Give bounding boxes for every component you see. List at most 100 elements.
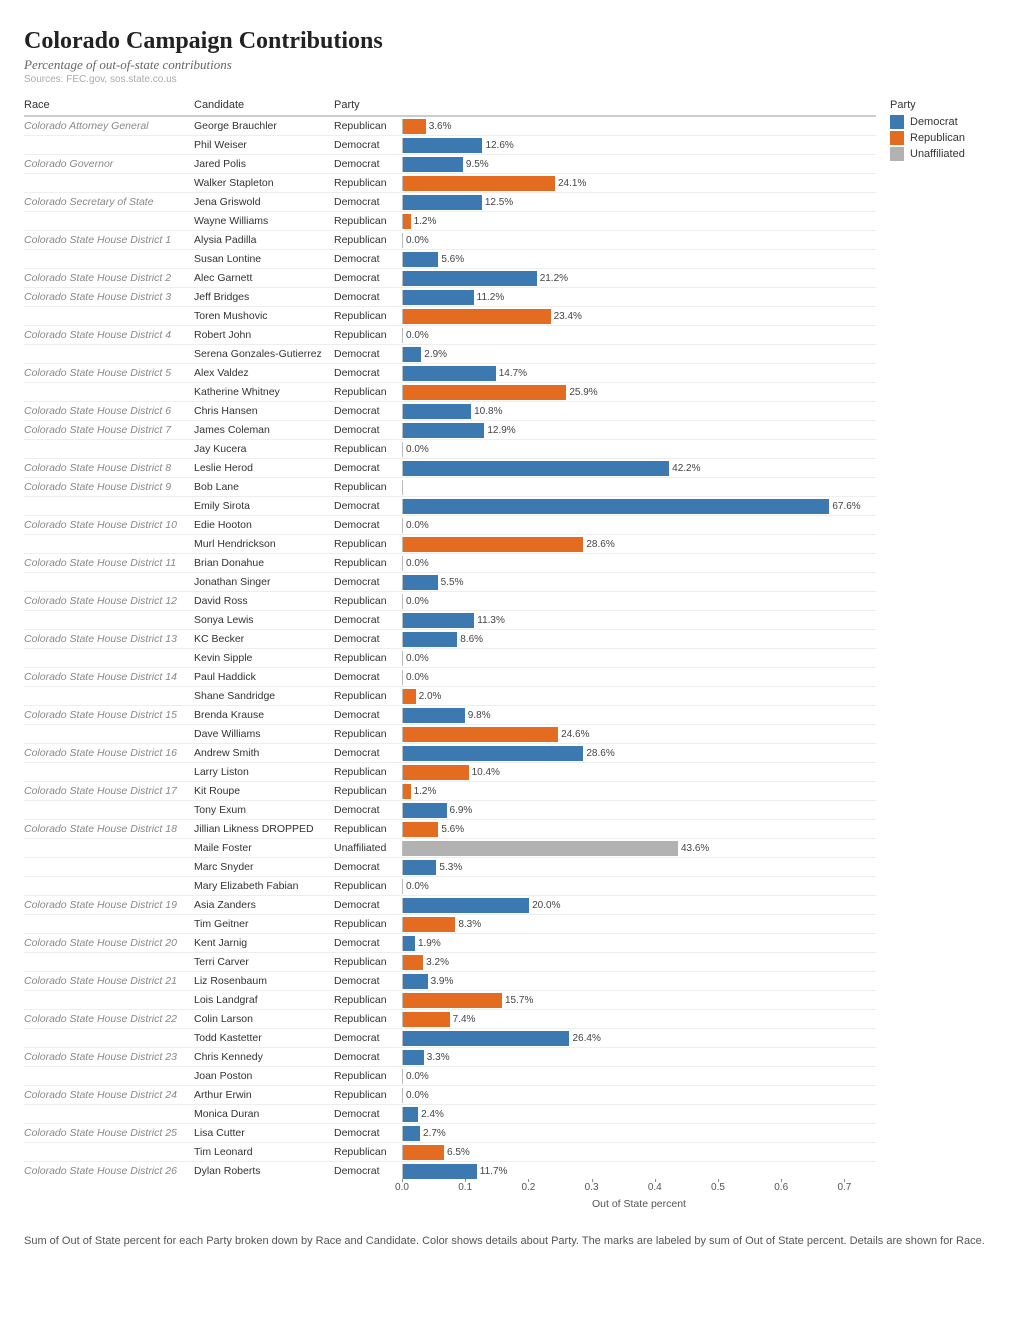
bar-value-label: 0.0% [403, 1069, 429, 1084]
table-row: Joan PostonRepublican0.0% [24, 1066, 876, 1085]
bar-value-label: 0.0% [403, 442, 429, 457]
bar-track: 0.0% [402, 670, 876, 685]
table-row: Colorado State House District 9Bob LaneR… [24, 477, 876, 496]
bar-value-label: 0.0% [403, 879, 429, 894]
header-party: Party [334, 99, 402, 111]
bar-value-label: 21.2% [537, 271, 568, 286]
bar-track: 21.2% [402, 271, 876, 286]
party-label: Republican [334, 956, 402, 968]
candidate-label: Edie Hooton [194, 519, 334, 531]
candidate-label: Lois Landgraf [194, 994, 334, 1006]
page-title: Colorado Campaign Contributions [24, 28, 996, 55]
bar-fill [403, 860, 436, 875]
legend-title: Party [890, 99, 996, 111]
table-row: Katherine WhitneyRepublican25.9% [24, 382, 876, 401]
bar-fill [403, 1012, 450, 1027]
table-row: Colorado State House District 8Leslie He… [24, 458, 876, 477]
bar-cell: 28.6% [402, 746, 876, 761]
party-label: Republican [334, 652, 402, 664]
candidate-label: Toren Mushovic [194, 310, 334, 322]
bar-value-label: 1.2% [411, 784, 437, 799]
bar-cell: 25.9% [402, 385, 876, 400]
legend-swatch [890, 131, 904, 145]
candidate-label: David Ross [194, 595, 334, 607]
race-label: Colorado State House District 11 [24, 557, 194, 569]
party-label: Republican [334, 386, 402, 398]
race-label: Colorado Governor [24, 158, 194, 170]
bar-cell: 8.3% [402, 917, 876, 932]
race-label: Colorado State House District 17 [24, 785, 194, 797]
bar-track: 25.9% [402, 385, 876, 400]
party-label: Democrat [334, 614, 402, 626]
bar-value-label: 11.2% [474, 290, 505, 305]
bar-value-label: 14.7% [496, 366, 527, 381]
bar-fill [403, 689, 416, 704]
bar-fill [403, 309, 551, 324]
x-axis: Out of State percent 0.00.10.20.30.40.50… [24, 1182, 876, 1216]
party-label: Republican [334, 1146, 402, 1158]
bar-fill [403, 822, 438, 837]
bar-value-label: 12.6% [482, 138, 513, 153]
race-label: Colorado State House District 9 [24, 481, 194, 493]
table-row: Tony ExumDemocrat6.9% [24, 800, 876, 819]
legend-item: Republican [890, 131, 996, 145]
bar-value-label: 0.0% [403, 518, 429, 533]
candidate-label: Brenda Krause [194, 709, 334, 721]
bar-cell: 5.3% [402, 860, 876, 875]
candidate-label: Kent Jarnig [194, 937, 334, 949]
table-row: Colorado State House District 3Jeff Brid… [24, 287, 876, 306]
table-row: Susan LontineDemocrat5.6% [24, 249, 876, 268]
table-row: Shane SandridgeRepublican2.0% [24, 686, 876, 705]
bar-value-label: 0.0% [403, 233, 429, 248]
candidate-label: George Brauchler [194, 120, 334, 132]
table-row: Marc SnyderDemocrat5.3% [24, 857, 876, 876]
bar-track: 1.9% [402, 936, 876, 951]
race-label: Colorado State House District 21 [24, 975, 194, 987]
bar-track: 9.5% [402, 157, 876, 172]
bar-fill [403, 347, 421, 362]
bar-fill [403, 1145, 444, 1160]
candidate-label: Sonya Lewis [194, 614, 334, 626]
candidate-label: Susan Lontine [194, 253, 334, 265]
bar-track: 0.0% [402, 879, 876, 894]
bar-value-label: 67.6% [829, 499, 860, 514]
bar-track: 0.0% [402, 518, 876, 533]
bar-fill [403, 974, 428, 989]
header-race: Race [24, 99, 194, 111]
bar-value-label: 28.6% [583, 537, 614, 552]
bar-cell: 21.2% [402, 271, 876, 286]
bar-fill [403, 1164, 477, 1179]
bar-track: 0.0% [402, 328, 876, 343]
bar-value-label: 9.8% [465, 708, 491, 723]
party-label: Democrat [334, 671, 402, 683]
bar-track: 3.2% [402, 955, 876, 970]
candidate-label: Monica Duran [194, 1108, 334, 1120]
bar-cell: 26.4% [402, 1031, 876, 1046]
table-row: Colorado State House District 24Arthur E… [24, 1085, 876, 1104]
party-label: Democrat [334, 139, 402, 151]
bar-track: 11.7% [402, 1164, 876, 1179]
bar-cell: 3.3% [402, 1050, 876, 1065]
candidate-label: Lisa Cutter [194, 1127, 334, 1139]
bar-value-label: 23.4% [551, 309, 582, 324]
candidate-label: KC Becker [194, 633, 334, 645]
table-row: Tim LeonardRepublican6.5% [24, 1142, 876, 1161]
party-label: Democrat [334, 462, 402, 474]
candidate-label: Marc Snyder [194, 861, 334, 873]
party-label: Democrat [334, 937, 402, 949]
bar-cell: 8.6% [402, 632, 876, 647]
bar-fill [403, 955, 423, 970]
bar-fill [403, 537, 583, 552]
bar-track: 20.0% [402, 898, 876, 913]
axis-tick: 0.4 [648, 1182, 662, 1193]
candidate-label: Liz Rosenbaum [194, 975, 334, 987]
candidate-label: Leslie Herod [194, 462, 334, 474]
bar-cell: 1.2% [402, 784, 876, 799]
table-row: Colorado State House District 22Colin La… [24, 1009, 876, 1028]
bar-cell: 12.6% [402, 138, 876, 153]
party-label: Unaffiliated [334, 842, 402, 854]
candidate-label: Chris Kennedy [194, 1051, 334, 1063]
race-label: Colorado State House District 24 [24, 1089, 194, 1101]
bar-track: 9.8% [402, 708, 876, 723]
candidate-label: Jeff Bridges [194, 291, 334, 303]
